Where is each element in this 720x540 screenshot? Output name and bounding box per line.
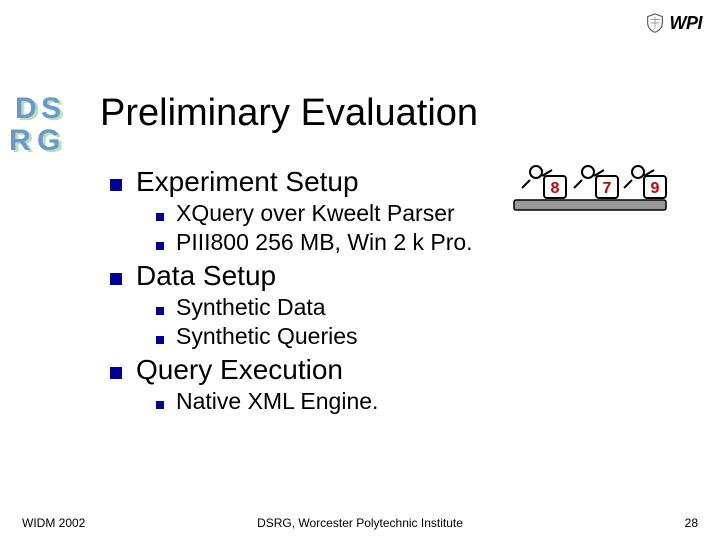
section-heading: Query Execution	[110, 354, 670, 386]
slide-footer: WIDM 2002 DSRG, Worcester Polytechnic In…	[0, 516, 720, 530]
bullet-icon	[156, 242, 164, 250]
section-heading: Experiment Setup	[110, 166, 670, 198]
section-item: XQuery over Kweelt Parser	[156, 200, 670, 227]
wpi-logo-text: WPI	[670, 13, 703, 34]
bullet-icon	[110, 273, 122, 285]
svg-text:S: S	[41, 92, 61, 125]
dsrg-logo: D S R G D S R G	[10, 90, 80, 160]
footer-left: WIDM 2002	[22, 516, 85, 530]
section-item-text: Synthetic Data	[176, 294, 326, 321]
section-item: Synthetic Queries	[156, 323, 670, 350]
section-item: PIII800 256 MB, Win 2 k Pro.	[156, 229, 670, 256]
section-item-text: Synthetic Queries	[176, 323, 358, 350]
section-item-text: Native XML Engine.	[176, 388, 378, 415]
section-heading-text: Data Setup	[136, 260, 276, 292]
wpi-logo: WPI	[644, 12, 703, 34]
footer-right: 28	[685, 516, 698, 530]
section-heading-text: Experiment Setup	[136, 166, 359, 198]
bullet-icon	[156, 401, 164, 409]
bullet-icon	[156, 307, 164, 315]
footer-center: DSRG, Worcester Polytechnic Institute	[0, 516, 720, 530]
bullet-icon	[110, 367, 122, 379]
svg-text:R: R	[10, 124, 31, 157]
svg-text:D: D	[15, 92, 37, 125]
section-heading-text: Query Execution	[136, 354, 343, 386]
bullet-icon	[156, 336, 164, 344]
section-heading: Data Setup	[110, 260, 670, 292]
wpi-shield-icon	[644, 12, 666, 34]
bullet-icon	[156, 213, 164, 221]
slide-title: Preliminary Evaluation	[100, 92, 478, 135]
svg-text:G: G	[37, 124, 60, 157]
section-item: Synthetic Data	[156, 294, 670, 321]
bullet-icon	[110, 179, 122, 191]
section-item: Native XML Engine.	[156, 388, 670, 415]
section-item-text: PIII800 256 MB, Win 2 k Pro.	[176, 229, 473, 256]
section-item-text: XQuery over Kweelt Parser	[176, 200, 455, 227]
slide-content: Experiment Setup XQuery over Kweelt Pars…	[110, 162, 670, 415]
